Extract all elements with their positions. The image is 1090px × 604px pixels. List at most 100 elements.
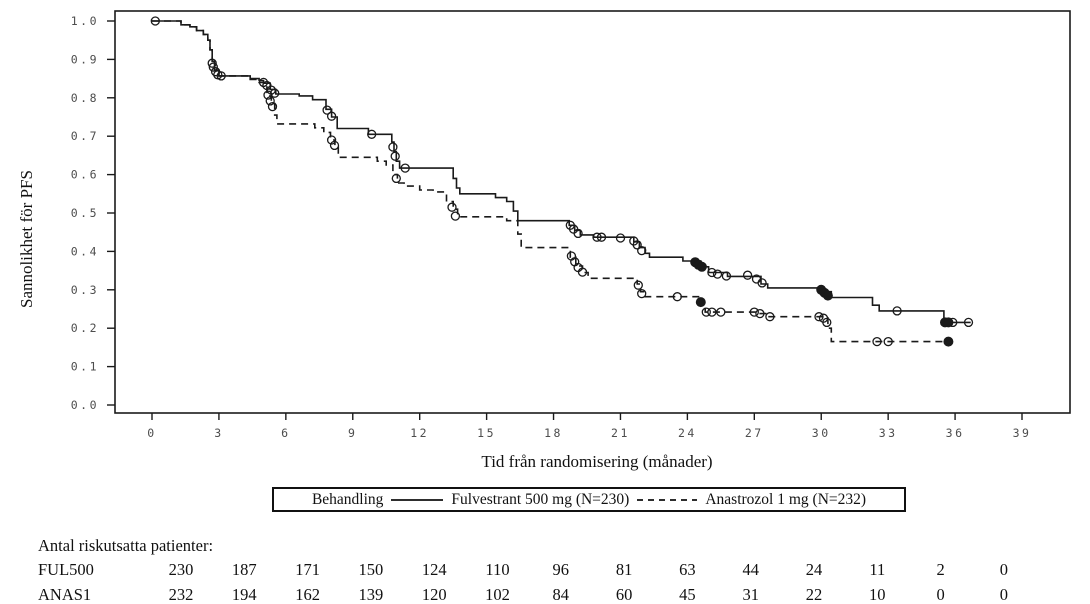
y-tick-label: 0.9	[71, 52, 99, 66]
censor-marker-open	[270, 88, 280, 98]
censor-marker-open	[755, 308, 765, 319]
x-tick-label: 21	[611, 426, 630, 440]
x-tick-label: 6	[281, 426, 290, 440]
censor-marker-open	[267, 101, 278, 112]
risk-count: 102	[485, 585, 510, 604]
legend-series-anastrozol: Anastrozol 1 mg (N=232)	[705, 490, 867, 508]
censor-marker-open	[592, 232, 602, 242]
x-tick-label: 3	[214, 426, 223, 440]
risk-count: 0	[936, 585, 945, 604]
censor-marker-open	[615, 233, 626, 243]
risk-count: 232	[168, 585, 194, 604]
y-tick-label: 0.6	[71, 168, 99, 182]
plot-area: 0.00.10.20.30.40.50.60.70.80.91.00 3 6 9 12 1…	[71, 10, 1071, 440]
censor-marker-open	[208, 62, 218, 72]
censor-marker-open	[757, 278, 767, 288]
y-tick-label: 0.1	[71, 360, 99, 374]
y-tick-label: 0.5	[71, 206, 99, 220]
x-tick-label: 15	[477, 426, 496, 440]
censor-marker-open	[633, 280, 643, 290]
risk-count: 11	[869, 560, 886, 579]
dashed-line-sample	[637, 498, 698, 501]
risk-count: 22	[805, 585, 823, 604]
censor-marker-open	[765, 312, 775, 322]
solid-line-sample	[391, 498, 444, 501]
risk-count: 171	[295, 560, 320, 579]
risk-count: 187	[231, 560, 257, 579]
risk-count: 31	[742, 585, 759, 604]
risk-count: 63	[679, 560, 696, 579]
legend-title: Behandling	[311, 490, 384, 508]
plot-frame	[114, 10, 1071, 414]
censor-marker-open	[814, 312, 824, 322]
y-tick-label: 0.7	[71, 129, 99, 143]
risk-count: 2	[936, 560, 945, 579]
risk-count: 124	[421, 560, 447, 579]
censor-marker-open	[207, 58, 217, 68]
censor-marker-open	[450, 211, 461, 221]
censor-marker-open	[390, 151, 400, 161]
risk-row-label: ANAS1	[38, 585, 92, 604]
censor-marker-open	[892, 306, 902, 316]
censor-marker-open	[400, 163, 410, 173]
x-tick-label: 12	[410, 426, 429, 440]
censor-marker-open	[701, 307, 711, 317]
censor-marker-open	[216, 71, 226, 81]
y-axis-title: Sannolikhet för PFS	[17, 170, 36, 308]
risk-count: 139	[358, 585, 384, 604]
risk-count: 45	[679, 585, 696, 604]
censor-marker-open	[963, 317, 974, 328]
censor-marker-open	[326, 135, 337, 145]
censor-marker-open	[577, 267, 588, 277]
risk-count: 84	[552, 585, 570, 604]
censor-marker-open	[329, 140, 340, 151]
censor-marker-filled	[822, 290, 833, 301]
censor-marker-open	[573, 228, 583, 239]
censor-marker-open	[822, 317, 832, 328]
censor-marker-open	[263, 90, 273, 100]
censor-marker-open	[596, 232, 607, 242]
censor-marker-open	[391, 173, 401, 184]
censor-marker-open	[712, 269, 723, 279]
x-tick-label: 36	[946, 426, 965, 440]
y-tick-label: 0.8	[71, 91, 99, 105]
risk-count: 60	[615, 585, 633, 604]
risk-count: 44	[742, 560, 759, 579]
censor-marker-open	[749, 307, 759, 317]
risk-table-header: Antal riskutsatta patienter:	[38, 536, 214, 555]
risk-row-anas1: ANAS1 232 194 162 139 120 102 84 60 45 31 22 10 0 0	[0, 585, 1090, 604]
censor-marker-open	[632, 240, 642, 250]
risk-count: 24	[805, 560, 823, 579]
risk-count: 120	[421, 585, 447, 604]
censor-marker-open	[742, 270, 753, 280]
x-tick-label: 33	[879, 426, 898, 440]
risk-count: 0	[999, 560, 1009, 579]
censor-marker-open	[326, 111, 337, 121]
censor-marker-open	[322, 105, 332, 115]
censor-marker-open	[367, 129, 377, 139]
y-tick-label: 0.3	[71, 283, 99, 297]
x-tick-label: 18	[544, 426, 563, 440]
censor-marker-filled	[943, 317, 954, 328]
censor-marker-open	[150, 16, 160, 26]
legend-box: Behandling Fulvestrant 500 mg (N=230) An…	[272, 487, 906, 512]
censor-marker-open	[265, 96, 275, 106]
censor-marker-filled	[943, 336, 954, 347]
censor-marker-open	[672, 292, 682, 302]
censor-marker-filled	[695, 297, 706, 308]
censor-marker-open	[637, 245, 647, 256]
x-tick-label: 39	[1013, 426, 1032, 440]
risk-count: 230	[168, 560, 194, 579]
legend-series-fulvestrant: Fulvestrant 500 mg (N=230)	[451, 490, 630, 508]
censor-marker-open	[872, 336, 882, 347]
x-tick-label: 0	[147, 426, 156, 440]
risk-row-ful500: FUL500 230 187 171 150 124 110 96 81 63 44 24 11 2 0	[0, 560, 1090, 582]
censor-marker-open	[883, 336, 893, 347]
censor-marker-open	[707, 267, 717, 278]
censor-marker-open	[447, 202, 457, 212]
censor-marker-open	[716, 307, 726, 317]
risk-count: 96	[552, 560, 570, 579]
x-axis-title: Tid från randomisering (månader)	[481, 452, 713, 471]
censor-marker-open	[721, 271, 732, 281]
